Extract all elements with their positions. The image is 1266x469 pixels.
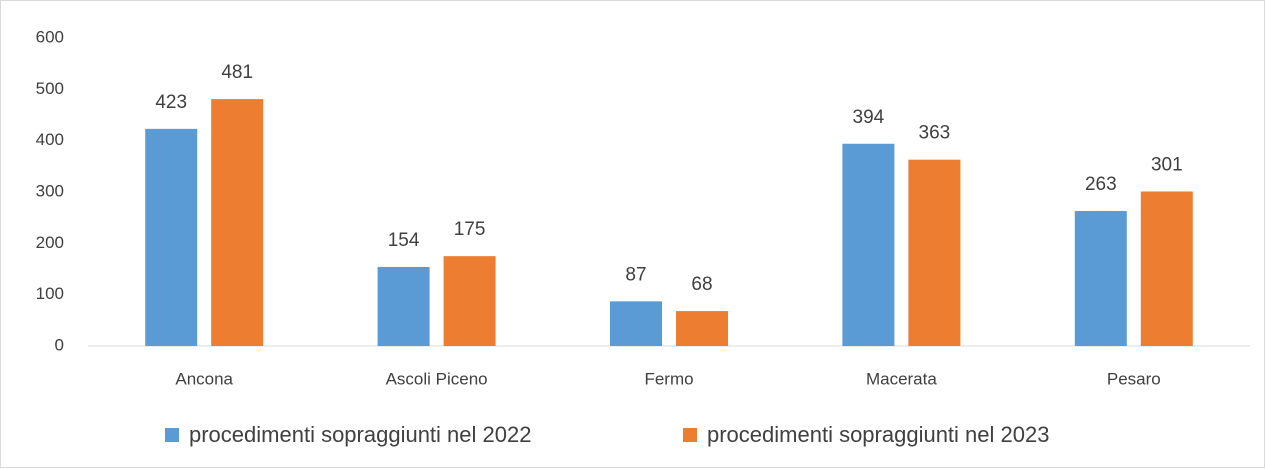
data-label: 481 <box>221 62 253 83</box>
bar <box>908 159 961 346</box>
y-tick-label: 0 <box>55 335 64 354</box>
bar <box>145 128 198 346</box>
legend-swatch <box>165 428 179 442</box>
bar <box>211 99 264 346</box>
legend-label: procedimenti sopraggiunti nel 2022 <box>189 422 531 447</box>
y-tick-label: 500 <box>36 79 64 98</box>
data-label: 154 <box>388 230 420 251</box>
legend-swatch <box>683 428 697 442</box>
x-tick-label: Macerata <box>866 369 937 388</box>
data-label: 68 <box>691 274 712 295</box>
y-tick-label: 100 <box>36 284 64 303</box>
bar <box>1140 191 1193 346</box>
x-tick-label: Fermo <box>644 369 693 388</box>
bar <box>1074 210 1127 346</box>
y-tick-label: 600 <box>36 27 64 46</box>
bar <box>676 311 728 346</box>
data-label: 423 <box>155 92 187 113</box>
y-tick-label: 300 <box>36 181 64 200</box>
bar <box>610 301 662 346</box>
data-label: 263 <box>1085 174 1117 195</box>
bar <box>377 266 430 346</box>
x-tick-label: Ancona <box>175 369 233 388</box>
data-label: 87 <box>625 264 646 285</box>
data-label: 301 <box>1151 155 1183 176</box>
data-label: 363 <box>919 123 951 144</box>
legend-label: procedimenti sopraggiunti nel 2023 <box>707 422 1049 447</box>
data-label: 394 <box>853 107 885 128</box>
data-label: 175 <box>454 219 486 240</box>
bar <box>842 143 895 346</box>
x-tick-label: Ascoli Piceno <box>386 369 488 388</box>
y-tick-label: 200 <box>36 233 64 252</box>
y-tick-label: 400 <box>36 130 64 149</box>
bar <box>443 256 496 346</box>
x-tick-label: Pesaro <box>1107 369 1161 388</box>
